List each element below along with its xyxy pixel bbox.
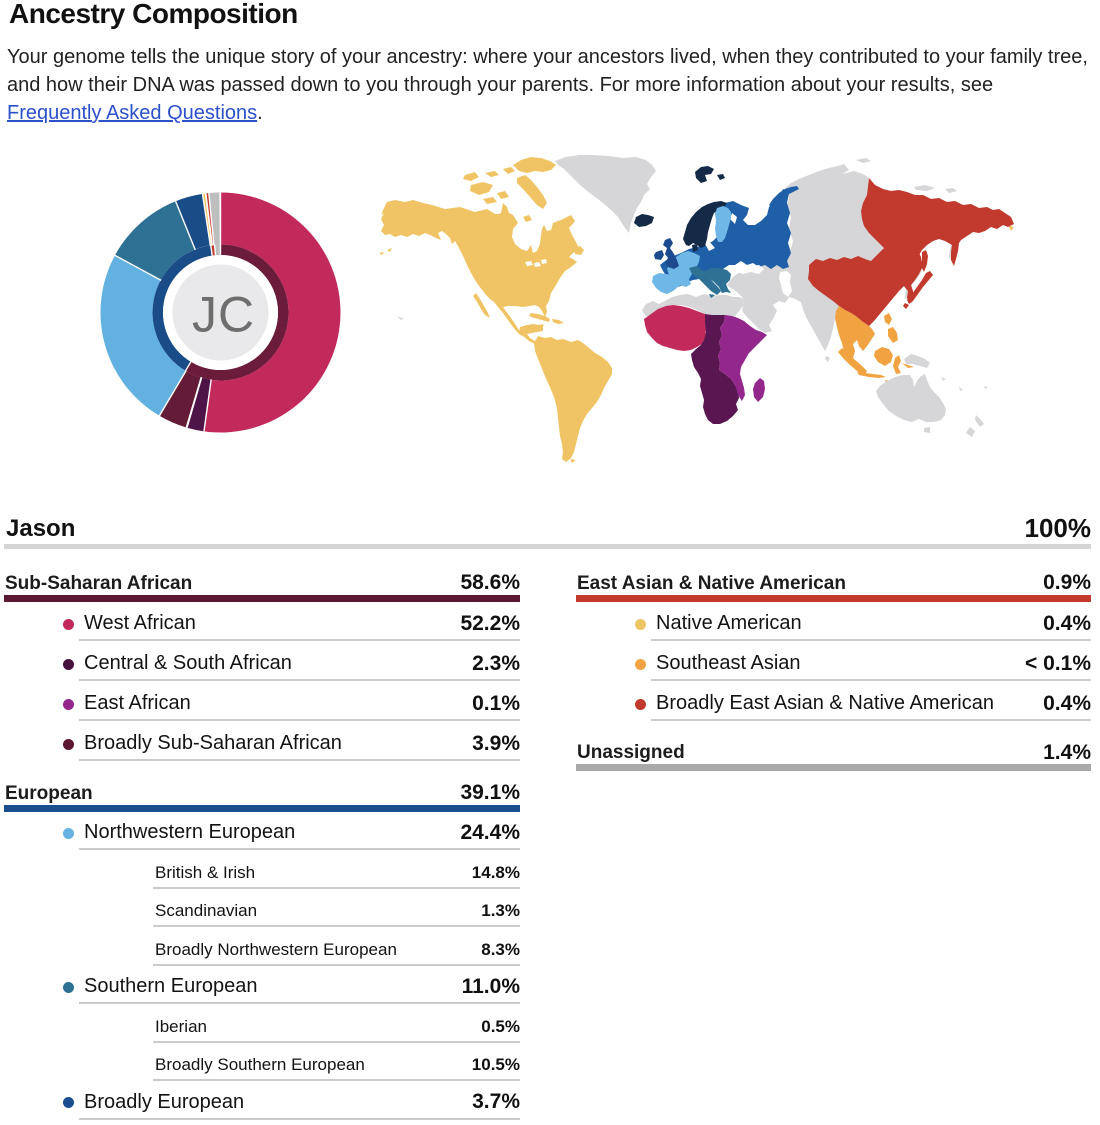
svg-text:JC: JC [192,287,255,343]
